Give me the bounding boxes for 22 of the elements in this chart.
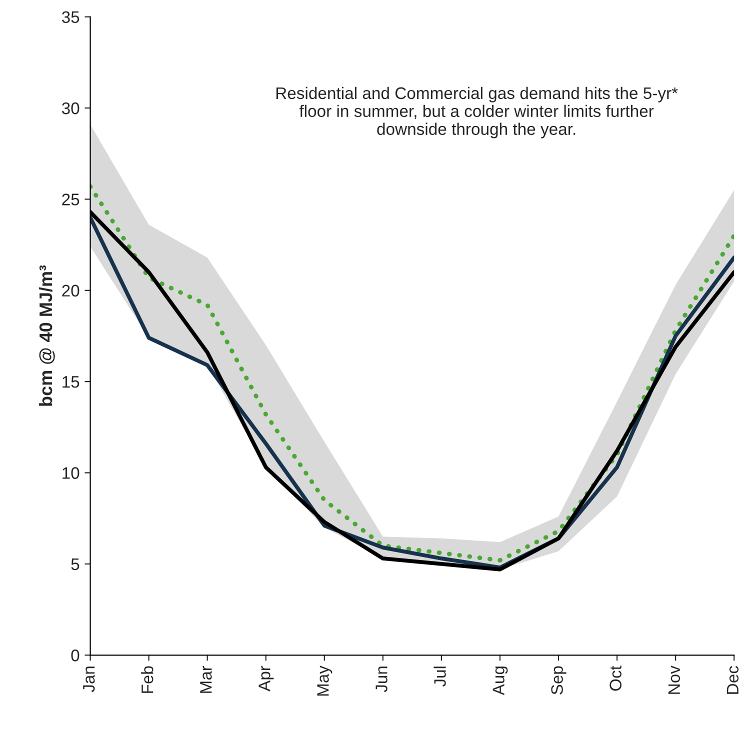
y-tick-label: 0 [71,650,80,662]
y-axis-title: bcm @ 40 MJ/m³ [38,265,55,406]
x-tick-label: Jan [83,666,95,692]
x-tick-label: Dec [726,666,739,694]
x-tick-label: Oct [610,666,622,691]
y-tick-label: 5 [71,558,80,570]
x-tick-label: Mar [200,666,212,693]
x-tick-label: Sep [551,666,566,694]
y-tick-label: 10 [62,467,80,479]
x-tick-label: May [317,666,332,696]
y-tick-label: 20 [62,284,80,297]
x-tick-label: Apr [258,666,274,692]
x-tick-label: Jun [376,666,388,692]
x-tick-label: Aug [492,666,508,696]
y-tick-label: 30 [62,102,80,114]
y-tick-label: 35 [62,11,80,24]
x-tick-label: Nov [668,666,680,694]
x-tick-label: Feb [141,666,154,693]
annotation: Residential and Commercial gas demand hits the 5-yr* floor in summer, but a colder winter limits further downside through the year. [276,86,678,138]
y-tick-label: 25 [62,194,80,206]
y-tick-label: 15 [62,376,80,388]
x-tick-label: Jul [434,666,446,687]
